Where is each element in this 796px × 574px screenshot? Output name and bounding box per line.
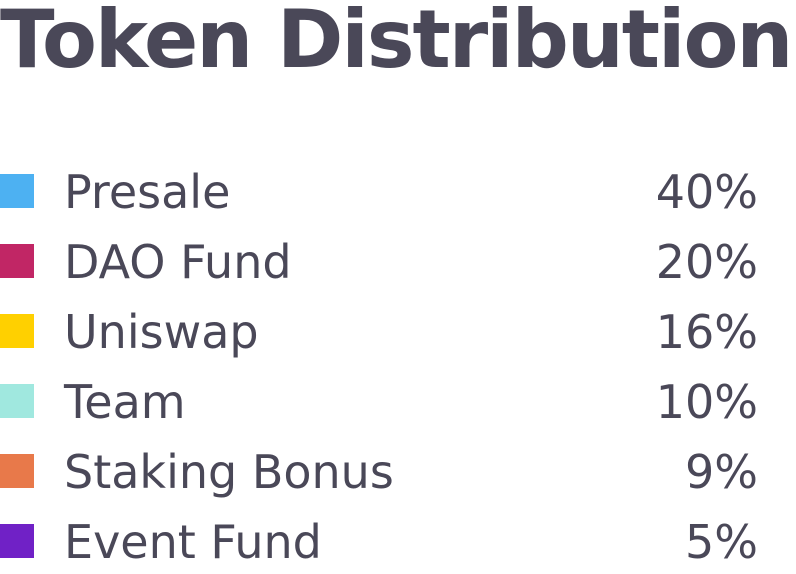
- legend-label: Team: [64, 375, 186, 429]
- legend-value: 20%: [655, 235, 758, 289]
- legend-value: 16%: [655, 305, 758, 359]
- legend-item: Presale 40%: [0, 154, 796, 224]
- legend-label: Staking Bonus: [64, 445, 394, 499]
- legend-item: Uniswap 16%: [0, 294, 796, 364]
- legend-item: Team 10%: [0, 364, 796, 434]
- legend-label: Event Fund: [64, 515, 322, 569]
- legend-swatch: [0, 384, 34, 418]
- legend-label: Uniswap: [64, 305, 259, 359]
- legend-item: Event Fund 5%: [0, 504, 796, 574]
- legend-label: DAO Fund: [64, 235, 292, 289]
- legend-swatch: [0, 174, 34, 208]
- legend-swatch: [0, 314, 34, 348]
- legend-value: 5%: [685, 515, 758, 569]
- distribution-legend: Presale 40% DAO Fund 20% Uniswap 16% Team 10% St…: [0, 154, 796, 574]
- legend-value: 9%: [685, 445, 758, 499]
- legend-item: Staking Bonus 9%: [0, 434, 796, 504]
- legend-swatch: [0, 454, 34, 488]
- legend-label: Presale: [64, 165, 231, 219]
- legend-value: 40%: [655, 165, 758, 219]
- legend-value: 10%: [655, 375, 758, 429]
- legend-swatch: [0, 524, 34, 558]
- chart-title: Token Distribution: [0, 0, 793, 86]
- legend-item: DAO Fund 20%: [0, 224, 796, 294]
- legend-swatch: [0, 244, 34, 278]
